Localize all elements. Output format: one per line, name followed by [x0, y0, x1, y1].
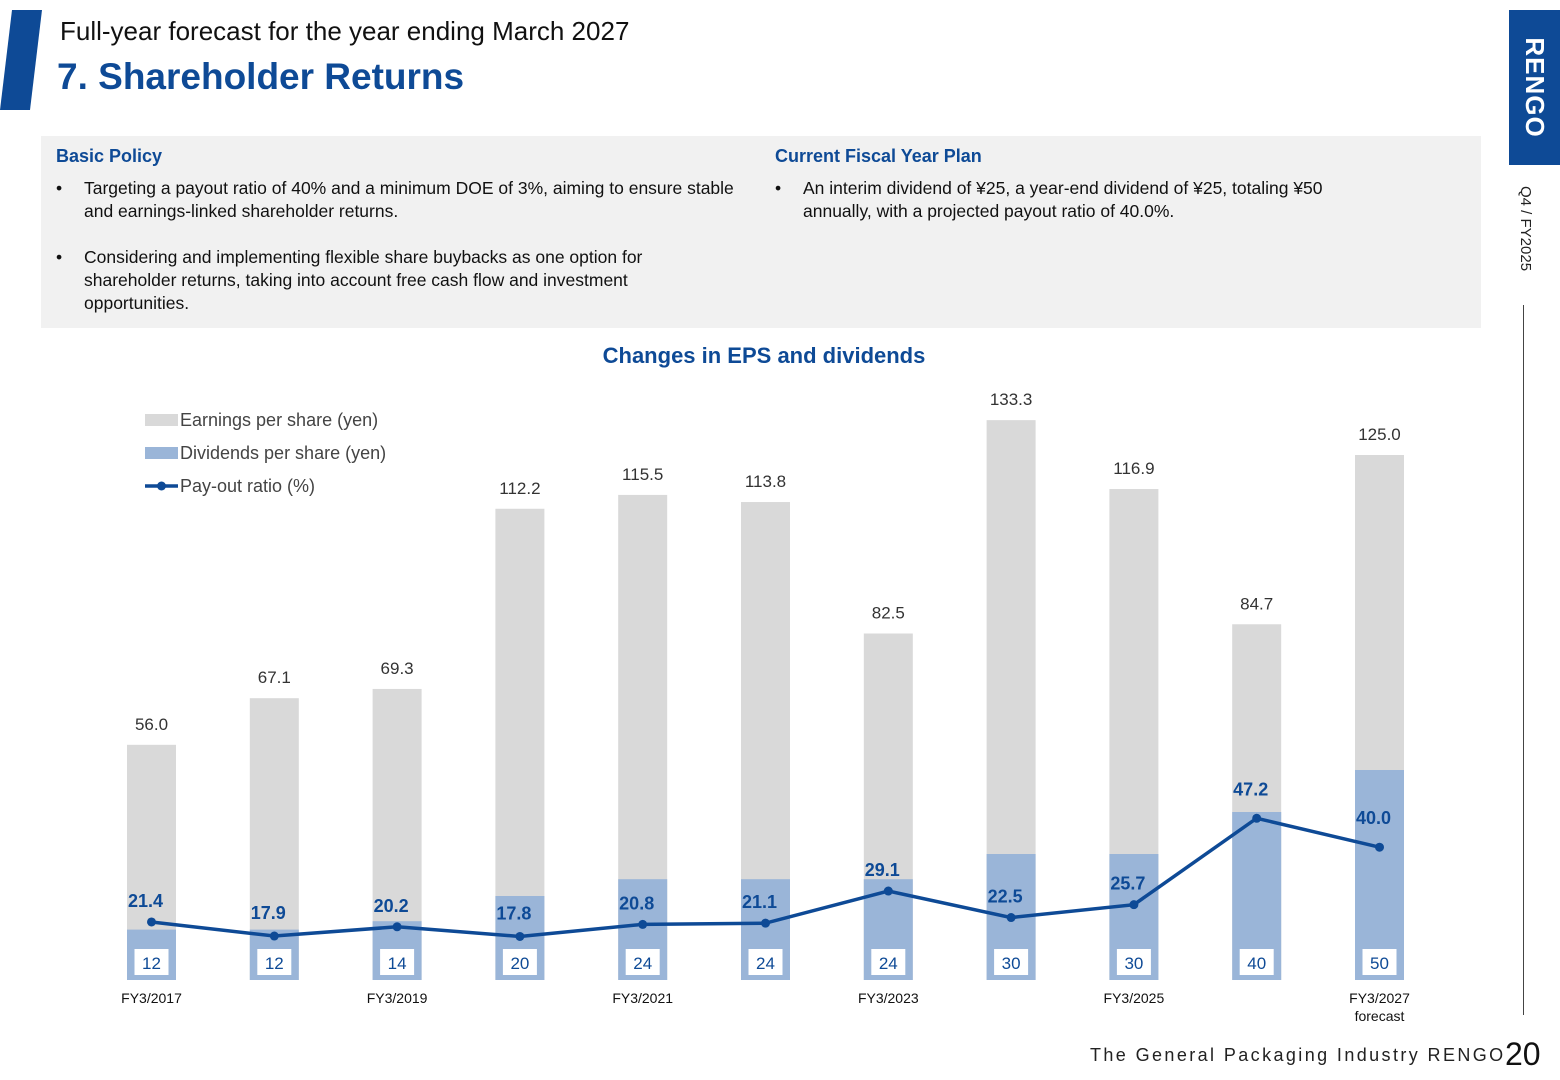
x-tick-label: FY3/2023: [858, 990, 919, 1006]
x-tick-label: FY3/2017: [121, 990, 182, 1006]
payout-value-label: 21.4: [128, 891, 163, 911]
basic-policy-item: • Targeting a payout ratio of 40% and a m…: [56, 178, 734, 221]
payout-point: [761, 918, 770, 928]
dividend-label-box: [1362, 949, 1397, 975]
x-tick-label: FY3/2021: [612, 990, 673, 1006]
payout-point: [1006, 913, 1016, 923]
eps-value-label: 125.0: [1358, 425, 1401, 444]
payout-point: [1375, 842, 1384, 852]
dividend-value-label: 24: [756, 954, 775, 973]
dividend-value-label: 14: [388, 954, 407, 973]
legend-eps-swatch: [145, 414, 178, 426]
chart-title: Changes in EPS and dividends: [602, 343, 926, 368]
payout-point: [147, 917, 156, 927]
current-plan-section: Current Fiscal Year Plan • An interim div…: [775, 146, 1395, 246]
dividend-value-label: 50: [1370, 954, 1389, 973]
dividend-label-box: [748, 949, 783, 975]
eps-value-label: 67.1: [258, 668, 291, 687]
payout-value-label: 17.8: [496, 903, 531, 923]
eps-value-label: 112.2: [499, 479, 540, 498]
payout-value-label: 29.1: [865, 860, 900, 880]
page-subtitle: Full-year forecast for the year ending M…: [60, 16, 630, 46]
bullet-icon: •: [56, 247, 63, 267]
dividend-value-label: 24: [633, 954, 652, 973]
payout-point: [1252, 813, 1262, 823]
dividend-label-box: [1116, 949, 1151, 975]
eps-value-label: 56.0: [135, 715, 168, 734]
dividend-label-box: [134, 949, 169, 975]
bullet-icon: •: [775, 178, 782, 198]
dividend-value-label: 30: [1002, 954, 1021, 973]
eps-value-label: 84.7: [1240, 594, 1273, 613]
brand-logo-text: RENGO: [1520, 37, 1550, 138]
policy-panel: Basic Policy • Targeting a payout ratio o…: [41, 136, 1481, 328]
dividend-bar: [1355, 770, 1404, 980]
bullet-icon: •: [56, 178, 63, 198]
dividend-label-box: [1239, 949, 1274, 975]
x-tick-label: FY3/2027: [1349, 990, 1410, 1006]
dividend-value-label: 12: [142, 954, 161, 973]
dividend-label-box: [625, 949, 660, 975]
footer-company: The General Packaging Industry RENGO: [1090, 1045, 1506, 1065]
payout-point: [515, 931, 525, 941]
eps-value-label: 115.5: [622, 465, 663, 484]
payout-point: [883, 886, 893, 896]
legend-dividend-swatch: [145, 447, 178, 459]
dividend-label-box: [871, 949, 906, 975]
dividend-value-label: 40: [1247, 954, 1266, 973]
payout-point: [269, 931, 279, 941]
payout-value-label: 22.5: [988, 887, 1023, 907]
payout-value-label: 25.7: [1110, 874, 1145, 894]
dividend-value-label: 20: [510, 954, 529, 973]
payout-value-label: 21.1: [742, 892, 777, 912]
dividend-label-box: [994, 949, 1029, 975]
basic-policy-item: • Considering and implementing flexible s…: [56, 247, 643, 313]
dividend-label-box: [380, 949, 415, 975]
page-number: 20: [1505, 1036, 1541, 1072]
current-plan-item: • An interim dividend of ¥25, a year-end …: [775, 178, 1323, 221]
payout-value-label: 47.2: [1233, 779, 1268, 799]
payout-value-label: 17.9: [251, 903, 286, 923]
basic-policy-heading: Basic Policy: [56, 146, 163, 166]
eps-value-label: 116.9: [1113, 459, 1154, 478]
eps-value-label: 133.3: [990, 390, 1033, 409]
period-side-label: Q4 / FY2025: [1517, 186, 1534, 272]
basic-policy-section: Basic Policy • Targeting a payout ratio o…: [56, 146, 736, 338]
dividend-label-box: [257, 949, 292, 975]
payout-point: [392, 922, 402, 932]
legend-label: Earnings per share (yen): [180, 410, 378, 430]
brand-logo: RENGO: [1509, 10, 1560, 165]
dividend-value-label: 30: [1124, 954, 1143, 973]
page-title: 7. Shareholder Returns: [57, 56, 465, 97]
dividend-value-label: 12: [265, 954, 284, 973]
x-tick-sublabel: forecast: [1355, 1008, 1405, 1024]
payout-value-label: 20.2: [374, 896, 409, 916]
legend-label: Pay-out ratio (%): [180, 476, 315, 496]
payout-value-label: 20.8: [619, 893, 654, 913]
legend-label: Dividends per share (yen): [180, 443, 386, 463]
x-tick-label: FY3/2019: [367, 990, 428, 1006]
dividend-label-box: [502, 949, 537, 975]
current-plan-heading: Current Fiscal Year Plan: [775, 146, 982, 166]
payout-value-label: 40.0: [1356, 808, 1391, 828]
eps-dividend-chart: 56.0 12 FY3/2017 67.1 12 69.3 14 FY3/2019 112.2 2…: [121, 390, 1410, 1024]
header-accent-shape: [0, 10, 42, 110]
eps-value-label: 82.5: [872, 604, 905, 623]
eps-value-label: 69.3: [381, 659, 414, 678]
eps-value-label: 113.8: [745, 472, 786, 491]
payout-point: [638, 919, 648, 929]
dividend-value-label: 24: [879, 954, 898, 973]
legend-payout-marker: [157, 481, 166, 491]
payout-point: [1129, 900, 1139, 910]
side-divider: [1523, 305, 1524, 1015]
x-tick-label: FY3/2025: [1104, 990, 1165, 1006]
